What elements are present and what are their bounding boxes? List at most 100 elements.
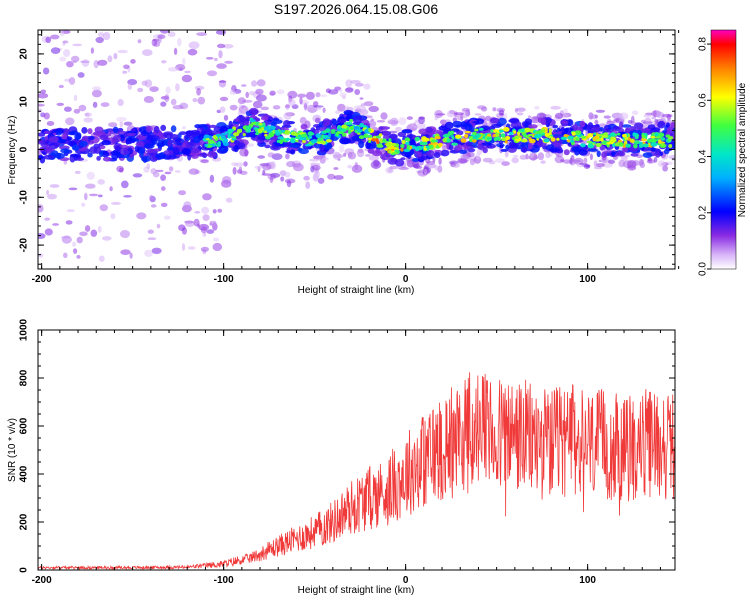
spectrogram-cell (150, 204, 157, 208)
spectrogram-cell (280, 176, 285, 182)
spectrogram-ridge-cell (524, 127, 531, 133)
y-tick-label: 400 (19, 465, 30, 482)
spectrogram-ridge-cell (661, 143, 665, 146)
spectrogram-cell (143, 96, 154, 103)
spectrogram-cell (167, 67, 179, 72)
spectrogram-cell (165, 86, 171, 94)
spectrogram-cell (113, 52, 118, 60)
spectrogram-cell (50, 34, 60, 40)
spectrogram-ridge-cell (262, 122, 266, 128)
spectrogram-cell (184, 220, 195, 227)
spectrogram-cell (72, 241, 77, 247)
spectrogram-cell (666, 126, 674, 134)
spectrogram-cell (107, 55, 113, 63)
x-tick-label: 0 (403, 274, 409, 285)
spectrogram-cell (380, 130, 390, 135)
x-tick-label: -100 (214, 274, 234, 285)
spectrogram-ridge-cell (406, 144, 410, 150)
spectrogram-cell (520, 148, 527, 153)
spectrogram-ridge-cell (349, 125, 354, 130)
spectrogram-cell (191, 147, 200, 154)
spectrogram-ridge-cell (358, 135, 365, 140)
spectrogram-xlabel: Height of straight line (km) (298, 285, 415, 296)
spectrogram-cell (595, 163, 605, 168)
spectrogram-cell (388, 133, 398, 140)
spectrogram-cell (43, 154, 55, 160)
y-tick-label: 10 (19, 96, 30, 108)
spectrogram-cell (136, 212, 147, 220)
spectrogram-cell (270, 172, 281, 178)
spectrogram-cell (457, 144, 462, 151)
spectrogram-cell (163, 215, 171, 220)
colorbar-label: Normalized spectral amplitude (737, 82, 748, 217)
spectrogram-cell (132, 173, 143, 178)
spectrogram-cell (137, 39, 142, 44)
spectrogram-cell (305, 181, 311, 189)
spectrogram-cell (108, 122, 118, 128)
spectrogram-cell (243, 161, 248, 167)
spectrogram-ridge-cell (641, 134, 645, 138)
spectrogram-ridge-cell (319, 140, 326, 144)
spectrogram-cell (477, 143, 485, 150)
spectrogram-cell (220, 125, 228, 132)
spectrogram-cell (647, 157, 652, 162)
spectrogram-cell (196, 32, 208, 36)
spectrogram-cell (160, 30, 170, 34)
spectrogram-cell (339, 92, 347, 98)
y-tick-label: 0 (19, 146, 30, 152)
spectrogram-cell (46, 121, 55, 126)
spectrogram-cell (238, 112, 242, 115)
spectrogram-ridge-cell (514, 135, 520, 140)
spectrogram-cell (224, 60, 234, 64)
spectrogram-cell (569, 158, 576, 166)
spectrogram-ridge-cell (442, 134, 446, 138)
spectrogram-cell (212, 209, 217, 214)
spectrogram-cell (260, 106, 270, 111)
spectrogram-cell (197, 124, 208, 128)
spectrogram-cell (309, 158, 319, 162)
spectrogram-ridge-cell (634, 135, 639, 140)
spectrogram-ridge-cell (500, 133, 506, 138)
spectrogram-cell (305, 91, 315, 100)
spectrogram-ridge-cell (668, 136, 674, 140)
spectrogram-cell (347, 164, 353, 169)
spectrogram-ridge-cell (633, 143, 638, 149)
spectrogram-cell (354, 82, 364, 87)
spectrogram-cell (222, 176, 232, 184)
spectrogram-ridge-cell (328, 132, 332, 138)
spectrogram-cell (627, 120, 633, 124)
spectrogram-ridge-cell (349, 118, 353, 123)
spectrogram-ridge-cell (258, 122, 264, 126)
spectrogram-cell (174, 170, 181, 173)
spectrogram-cell (167, 31, 176, 37)
spectrogram-cell (503, 124, 507, 128)
spectrogram-cell (587, 122, 594, 130)
spectrogram-cell (232, 167, 237, 175)
spectrogram-cell (68, 77, 76, 85)
spectrogram-cell (102, 156, 112, 162)
spectrogram-ridge-cell (274, 129, 280, 134)
spectrogram-ridge-cell (618, 142, 624, 147)
spectrogram-cell (161, 186, 166, 191)
spectrogram-cell (260, 116, 269, 121)
spectrogram-cell (643, 114, 652, 118)
spectrogram-cell (97, 31, 105, 38)
spectrogram-ridge-cell (391, 151, 398, 155)
spectrogram-cell (144, 249, 154, 257)
spectrogram-ridge-cell (560, 136, 568, 140)
spectrogram-cell (109, 186, 113, 192)
spectrogram-cell (58, 84, 64, 89)
spectrogram-ridge-cell (464, 134, 469, 138)
spectrogram-cell (117, 49, 128, 54)
spectrogram-cell (252, 100, 263, 109)
spectrogram-cell (178, 224, 186, 231)
spectrogram-cell (358, 140, 365, 149)
spectrogram-cell (175, 83, 180, 92)
spectrogram-cell (297, 93, 307, 98)
spectrogram-cell (563, 108, 568, 114)
spectrogram-cell (461, 110, 469, 119)
spectrogram-cell (129, 252, 133, 259)
spectrogram-cell (412, 158, 419, 162)
spectrogram-ridge-cell (421, 136, 427, 142)
